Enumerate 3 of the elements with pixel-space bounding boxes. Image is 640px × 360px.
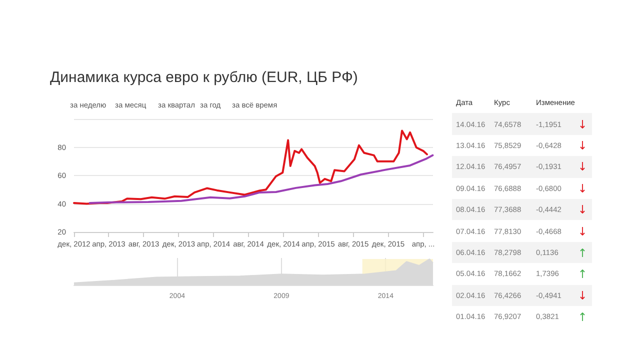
line-series bbox=[73, 130, 428, 205]
line-series bbox=[88, 154, 434, 204]
chart-title: Динамика курса евро к рублю (EUR, ЦБ РФ) bbox=[50, 69, 358, 86]
